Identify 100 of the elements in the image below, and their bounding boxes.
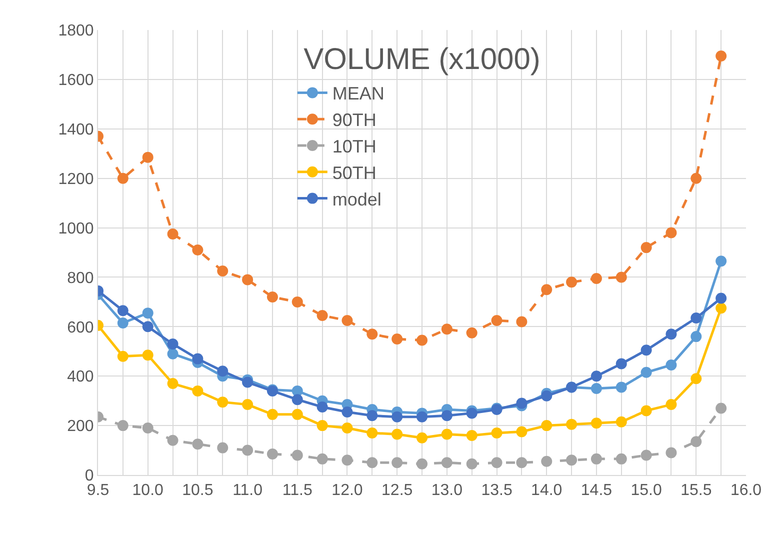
- x-tick-label: 14.0: [531, 482, 562, 500]
- point: [392, 411, 403, 422]
- point: [167, 434, 178, 446]
- point: [690, 373, 702, 384]
- point: [342, 314, 353, 326]
- y-tick-label: 1800: [58, 22, 94, 40]
- point: [716, 292, 727, 304]
- point: [616, 382, 627, 393]
- point: [516, 316, 528, 328]
- point: [590, 370, 602, 382]
- point: [266, 292, 278, 302]
- point: [117, 420, 128, 432]
- point: [117, 172, 128, 184]
- point: [690, 172, 702, 184]
- point: [242, 399, 254, 410]
- point: [640, 405, 652, 416]
- point: [590, 382, 602, 394]
- x-tick-label: 11.5: [282, 482, 312, 500]
- point: [441, 410, 452, 422]
- point: [640, 450, 652, 461]
- point: [192, 353, 204, 364]
- point: [640, 242, 652, 254]
- point: [366, 410, 378, 422]
- y-tick-label: 1600: [58, 72, 94, 90]
- point: [316, 402, 328, 413]
- x-tick-label: 10.5: [182, 482, 214, 500]
- x-tick-label: 11.0: [232, 482, 263, 500]
- point: [590, 453, 602, 464]
- point: [616, 272, 627, 283]
- point: [366, 457, 378, 468]
- legend-label: model: [332, 189, 382, 210]
- point: [117, 305, 128, 316]
- point: [167, 228, 178, 240]
- point: [316, 453, 328, 464]
- point: [316, 310, 328, 322]
- point: [441, 428, 452, 440]
- point: [117, 350, 128, 362]
- point: [566, 276, 578, 288]
- point: [392, 457, 403, 468]
- point: [217, 266, 228, 277]
- point: [416, 458, 428, 470]
- y-tick-label: 1200: [58, 170, 94, 188]
- point: [117, 317, 128, 328]
- point: [142, 422, 154, 434]
- chart-title: VOLUME (x1000): [304, 42, 540, 76]
- legend-label: 50TH: [332, 162, 376, 183]
- x-tick-label: 13.0: [431, 482, 463, 500]
- x-tick-label: 15.0: [630, 482, 662, 500]
- point: [666, 399, 677, 410]
- point: [716, 256, 727, 267]
- point: [441, 457, 452, 468]
- point: [242, 444, 254, 456]
- point: [541, 456, 552, 467]
- y-tick-label: 200: [67, 418, 94, 436]
- point: [192, 385, 204, 396]
- point: [491, 314, 502, 326]
- point: [167, 378, 178, 390]
- point: [666, 227, 677, 238]
- point: [566, 418, 578, 430]
- point: [541, 390, 552, 402]
- point: [690, 312, 702, 324]
- point: [292, 394, 303, 406]
- point: [441, 324, 452, 335]
- point: [666, 359, 677, 370]
- point: [716, 402, 727, 414]
- point: [242, 376, 254, 388]
- point: [366, 427, 378, 438]
- point: [466, 458, 478, 470]
- point: [416, 334, 428, 346]
- point: [690, 331, 702, 342]
- point: [566, 454, 578, 466]
- point: [590, 272, 602, 284]
- point: [167, 338, 178, 350]
- point: [142, 321, 154, 332]
- x-tick-label: 9.5: [86, 482, 110, 500]
- point: [266, 408, 278, 420]
- point: [590, 418, 602, 429]
- x-tick-label: 12.0: [332, 482, 363, 500]
- point: [541, 284, 552, 296]
- point: [666, 328, 677, 340]
- point: [142, 350, 154, 361]
- x-tick-label: 13.5: [481, 482, 512, 500]
- point: [616, 358, 627, 370]
- point: [516, 426, 528, 438]
- point: [516, 398, 528, 409]
- point: [516, 457, 528, 468]
- point: [491, 457, 502, 468]
- point: [541, 420, 552, 432]
- point: [716, 302, 727, 314]
- x-tick-label: 15.5: [680, 482, 712, 500]
- point: [292, 296, 303, 308]
- point: [416, 411, 428, 422]
- point: [666, 447, 677, 458]
- point: [142, 308, 154, 319]
- point: [342, 454, 353, 466]
- point: [690, 436, 702, 448]
- point: [466, 327, 478, 338]
- point: [342, 406, 353, 418]
- legend-label: MEAN: [332, 84, 384, 104]
- point: [242, 274, 254, 286]
